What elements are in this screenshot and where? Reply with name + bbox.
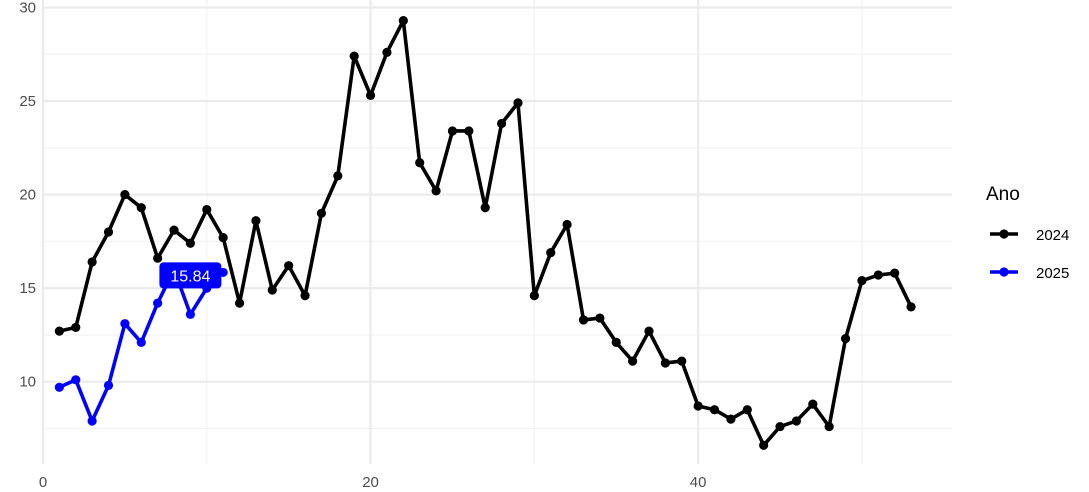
x-tick-label: 40 [690,474,707,491]
legend-key-point [999,267,1009,277]
data-point-2024[interactable] [595,313,605,323]
data-point-2024[interactable] [87,257,97,267]
data-point-2024[interactable] [628,356,638,366]
y-tick-label: 10 [19,374,36,391]
data-point-2024[interactable] [398,15,408,26]
data-point-2024[interactable] [153,253,163,263]
data-point-2024[interactable] [464,126,474,136]
legend-key-point [999,229,1009,239]
legend: Ano 2024 2025 [986,184,1069,282]
data-point-2024[interactable] [726,414,736,424]
data-point-2024[interactable] [840,334,851,344]
x-tick-label: 20 [362,474,379,491]
y-tick-label: 30 [19,0,36,16]
data-point-2025[interactable] [120,319,130,329]
data-point-2024[interactable] [185,238,196,248]
data-point-2025[interactable] [103,380,114,391]
data-point-2024[interactable] [742,405,752,415]
data-point-2024[interactable] [873,270,883,280]
series-2024 [54,15,916,450]
data-point-2024[interactable] [300,291,310,301]
data-point-2025[interactable] [87,416,97,426]
legend-label: 2025 [1036,265,1069,282]
data-point-2024[interactable] [169,225,179,235]
legend-label: 2024 [1036,227,1069,244]
data-point-2024[interactable] [906,302,916,312]
data-point-2024[interactable] [709,405,720,415]
series-layer [54,15,916,450]
data-point-2024[interactable] [791,416,802,426]
value-tooltip: 15.84 [159,262,222,289]
tooltip-box [159,262,222,289]
y-axis-tick-labels: 10 15 20 25 30 [19,0,36,391]
y-tick-label: 15 [19,280,36,297]
data-point-2024[interactable] [824,421,834,432]
data-point-2024[interactable] [513,98,523,108]
legend-item-2024[interactable]: 2024 [990,227,1069,244]
data-point-2024[interactable] [267,285,277,295]
minor-gridlines [43,0,952,464]
data-point-2024[interactable] [415,158,425,168]
data-point-2024[interactable] [54,326,64,336]
data-point-2025[interactable] [185,309,196,319]
data-point-2024[interactable] [431,186,441,196]
data-point-2024[interactable] [857,276,867,286]
data-point-2024[interactable] [890,268,900,278]
data-point-2025[interactable] [54,382,64,392]
y-tick-label: 25 [19,93,36,110]
data-point-2024[interactable] [251,216,261,226]
major-gridlines [41,0,952,464]
legend-item-2025[interactable]: 2025 [990,265,1069,282]
legend-title: Ano [986,184,1020,205]
data-point-2024[interactable] [71,322,81,333]
x-axis-tick-labels: 0 20 40 [39,474,707,491]
data-point-2024[interactable] [775,421,785,432]
data-point-2024[interactable] [644,326,654,336]
data-point-2024[interactable] [677,356,687,366]
data-point-2024[interactable] [349,51,359,61]
data-point-2024[interactable] [218,233,228,243]
data-point-2024[interactable] [202,204,212,215]
data-point-2025[interactable] [153,298,163,308]
data-point-2024[interactable] [316,208,327,218]
data-point-2024[interactable] [562,219,572,230]
data-point-2025[interactable] [136,337,146,347]
data-point-2024[interactable] [759,440,769,450]
data-point-2025[interactable] [71,375,81,385]
data-point-2024[interactable] [447,126,458,136]
data-point-2024[interactable] [546,247,556,258]
x-tick-label: 0 [39,474,47,491]
data-point-2024[interactable] [103,227,114,237]
tooltip-label: 15.84 [170,268,210,285]
data-point-2024[interactable] [382,47,392,57]
data-point-2024[interactable] [578,315,589,325]
y-tick-label: 20 [19,187,36,204]
data-point-2024[interactable] [136,203,146,213]
data-point-2024[interactable] [120,189,130,200]
data-point-2024[interactable] [333,171,343,181]
data-point-2024[interactable] [234,298,245,308]
data-point-2024[interactable] [693,401,703,411]
data-point-2024[interactable] [284,261,294,271]
data-point-2024[interactable] [529,291,539,301]
data-point-2024[interactable] [496,118,507,129]
data-point-2024[interactable] [660,358,670,368]
data-point-2024[interactable] [480,203,490,213]
data-point-2024[interactable] [365,90,376,101]
data-point-2024[interactable] [611,337,621,347]
data-point-2024[interactable] [808,399,818,409]
